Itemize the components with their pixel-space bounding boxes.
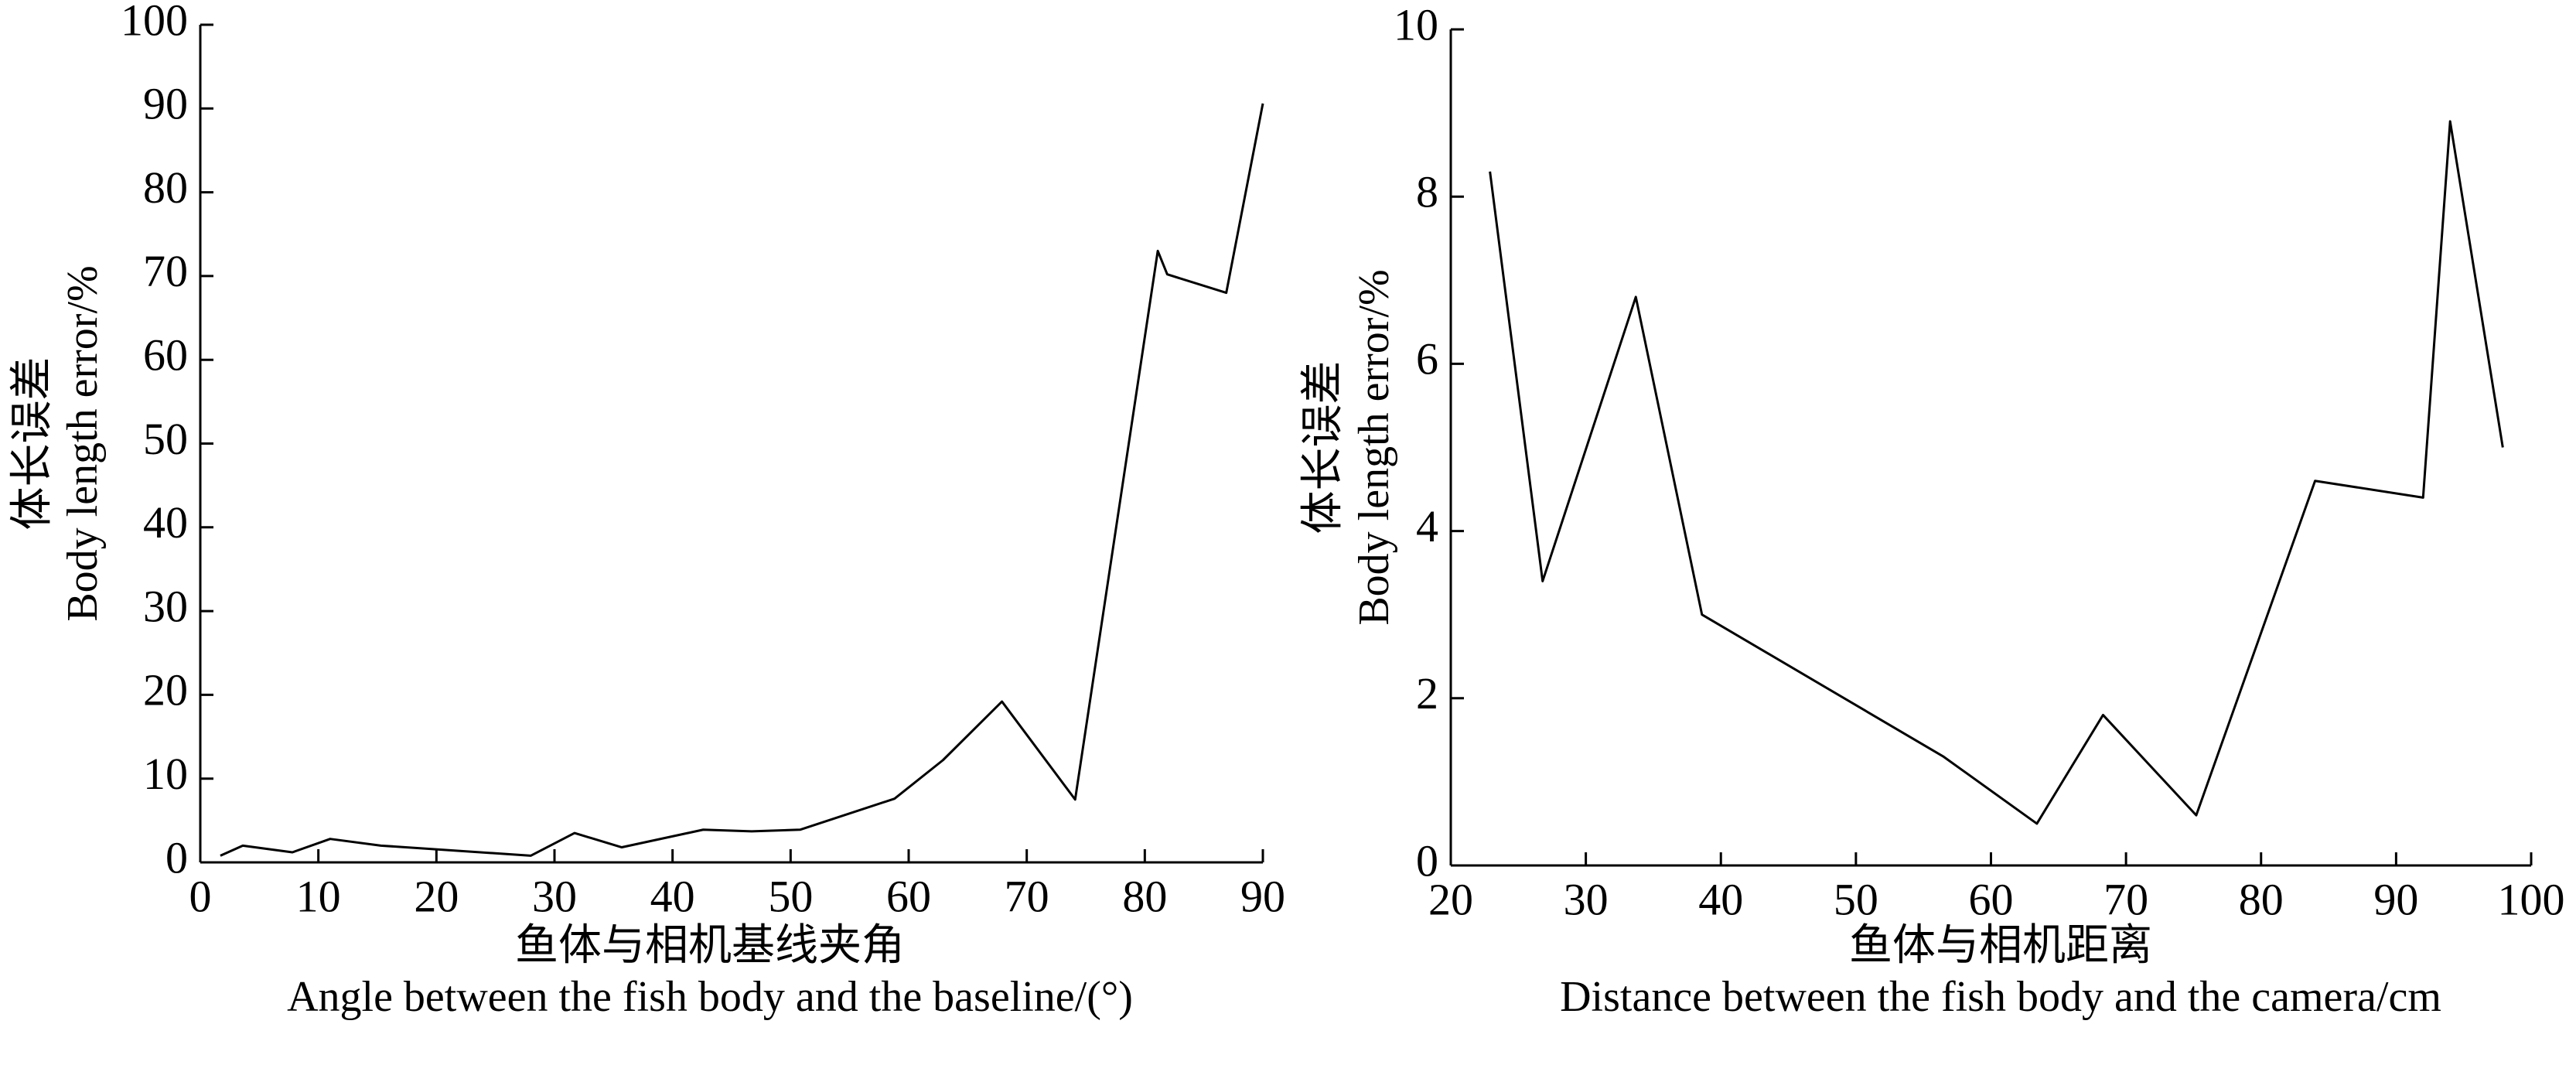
y-tick-label: 2 (1416, 668, 1438, 719)
data-line (1489, 120, 2504, 825)
x-tick-label: 20 (1428, 874, 1473, 924)
x-tick-label: 10 (296, 871, 341, 921)
y-axis-label: 体长误差 (9, 357, 56, 531)
x-axis-label: Distance between the fish body and the c… (1560, 973, 2441, 1021)
x-axis-label: Angle between the fish body and the base… (287, 973, 1133, 1021)
x-tick-label: 100 (2498, 874, 2565, 924)
y-tick-label: 0 (165, 832, 188, 882)
x-tick-label: 40 (650, 871, 695, 921)
y-tick-label: 0 (1416, 835, 1438, 886)
y-tick-label: 70 (143, 246, 188, 296)
x-tick-label: 80 (1122, 871, 1167, 921)
y-axis-label: Body length error/% (1350, 269, 1398, 625)
x-tick-label: 90 (1240, 871, 1285, 921)
x-tick-label: 0 (189, 871, 212, 921)
x-tick-label: 30 (1564, 874, 1609, 924)
x-tick-label: 60 (886, 871, 931, 921)
x-tick-label: 50 (1834, 874, 1878, 924)
y-tick-label: 40 (143, 497, 188, 548)
x-tick-label: 50 (768, 871, 813, 921)
y-tick-label: 8 (1416, 167, 1438, 217)
x-tick-label: 30 (532, 871, 577, 921)
x-tick-label: 90 (2373, 874, 2418, 924)
y-tick-label: 50 (143, 414, 188, 464)
y-tick-label: 20 (143, 665, 188, 715)
y-tick-label: 10 (143, 749, 188, 799)
y-tick-label: 100 (121, 0, 188, 45)
y-tick-label: 90 (143, 79, 188, 129)
x-axis-label: 鱼体与相机距离 (1849, 922, 2152, 970)
x-tick-label: 60 (1969, 874, 2014, 924)
x-tick-label: 70 (2103, 874, 2148, 924)
y-tick-label: 6 (1416, 334, 1438, 384)
y-tick-label: 60 (143, 330, 188, 381)
y-tick-label: 4 (1416, 501, 1438, 551)
x-tick-label: 80 (2239, 874, 2284, 924)
y-tick-label: 30 (143, 581, 188, 631)
y-tick-label: 80 (143, 162, 188, 213)
x-tick-label: 40 (1698, 874, 1743, 924)
x-tick-label: 20 (414, 871, 459, 921)
x-axis-label: 鱼体与相机基线夹角 (515, 922, 905, 970)
y-tick-label: 10 (1394, 0, 1438, 49)
y-axis-label: Body length error/% (59, 265, 107, 621)
y-axis-label: 体长误差 (1299, 361, 1347, 534)
data-line (220, 103, 1264, 857)
x-tick-label: 70 (1005, 871, 1049, 921)
